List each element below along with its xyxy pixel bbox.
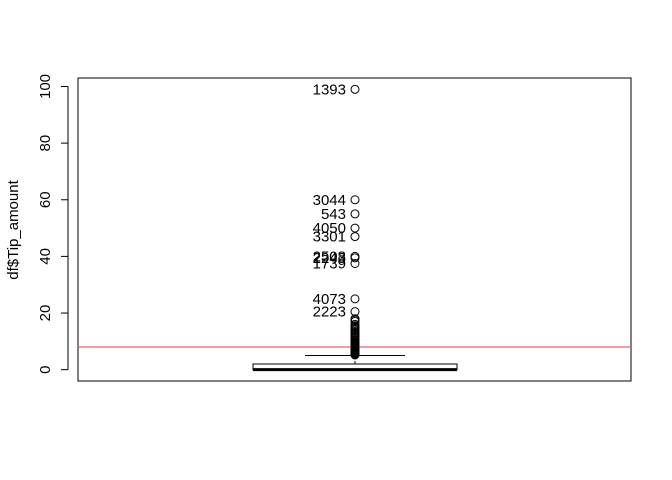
outlier-label: 2243 bbox=[313, 250, 346, 267]
outlier-points bbox=[350, 84, 360, 360]
outlier-point bbox=[350, 319, 360, 329]
outlier-point bbox=[350, 209, 360, 219]
y-tick-label: 40 bbox=[37, 248, 54, 265]
y-axis: 0 20 40 60 80 100 bbox=[37, 74, 69, 374]
outlier-label: 3301 bbox=[313, 229, 346, 246]
outlier-label: 4050 bbox=[313, 220, 346, 237]
y-axis-label: df$Tip_amount bbox=[5, 179, 22, 279]
plot-frame bbox=[77, 77, 632, 382]
y-tick-label: 20 bbox=[37, 305, 54, 322]
y-tick-label: 60 bbox=[37, 191, 54, 208]
outlier-label: 2508 bbox=[313, 248, 346, 265]
outlier-point bbox=[350, 251, 360, 261]
outlier-label: 4073 bbox=[313, 291, 346, 308]
outlier-point bbox=[350, 232, 360, 242]
outlier-point bbox=[350, 258, 360, 268]
y-tick-label: 100 bbox=[37, 74, 54, 99]
outlier-point bbox=[350, 307, 360, 317]
y-tick-label: 80 bbox=[37, 135, 54, 152]
outlier-point bbox=[350, 314, 360, 324]
outlier-point bbox=[350, 294, 360, 304]
outlier-point bbox=[350, 223, 360, 233]
outlier-point bbox=[350, 195, 360, 205]
outlier-label: 1393 bbox=[313, 81, 346, 98]
outlier-label: 1739 bbox=[313, 255, 346, 272]
outlier-label: 2223 bbox=[313, 304, 346, 321]
outlier-label: 543 bbox=[321, 206, 346, 223]
y-tick-label: 0 bbox=[37, 366, 54, 374]
outlier-label: 3044 bbox=[313, 192, 346, 209]
outlier-point bbox=[350, 84, 360, 94]
box-group bbox=[252, 355, 458, 372]
